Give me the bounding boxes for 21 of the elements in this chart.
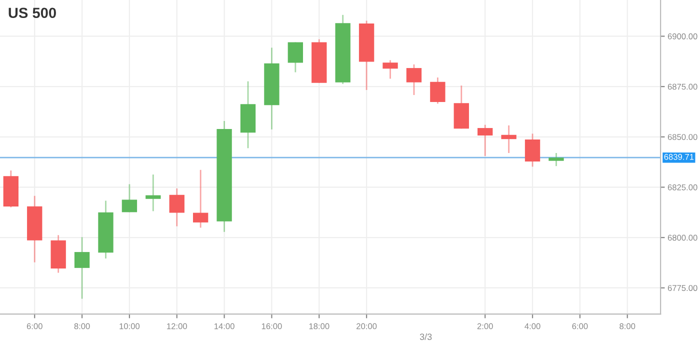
y-tick-label: 6825.00 (668, 184, 698, 190)
chart-title: US 500 (8, 8, 56, 18)
text: 3/3 (420, 333, 432, 340)
x-tick-label: 6:00 (26, 323, 42, 330)
y-tick-label: 6850.00 (668, 134, 698, 140)
y-tick-label: 6875.00 (668, 84, 698, 90)
x-tick-label: 4:00 (524, 323, 540, 330)
x-tick-label: 12:00 (167, 323, 187, 330)
x-tick-label: 14:00 (214, 323, 234, 330)
ref-line-label: 6839.71 (664, 154, 694, 160)
x-tick-label: 10:00 (120, 323, 140, 330)
x-tick-label: 6:00 (572, 323, 588, 330)
x-tick-label: 20:00 (356, 323, 377, 330)
x-tick-label: 8:00 (620, 323, 636, 330)
y-tick-label: 6900.00 (668, 33, 698, 40)
y-tick-label: 6800.00 (668, 234, 698, 241)
x-tick-label: 16:00 (262, 323, 282, 330)
x-tick-label: 8:00 (74, 323, 90, 330)
y-tick-label: 6775.00 (668, 285, 698, 291)
x-tick-label: 18:00 (309, 323, 330, 330)
x-tick-label: 2:00 (477, 323, 493, 330)
